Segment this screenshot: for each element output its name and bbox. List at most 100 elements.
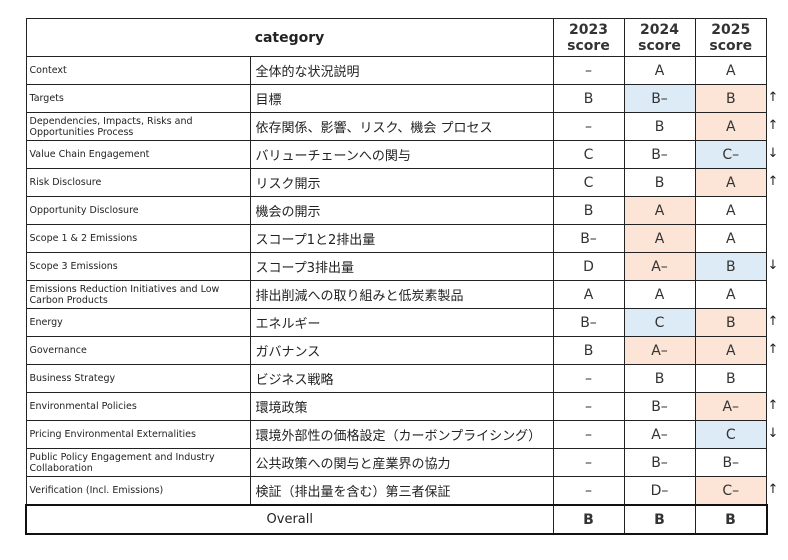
year-2024-header: 2024 score [623,18,696,57]
table-row: Business Strategy ビジネス戦略 – B B [25,364,767,393]
score-2023: C [552,140,625,169]
score-2023: – [552,420,625,449]
score-2025: B [694,308,767,337]
score-2025: A [694,336,767,365]
arrow-up-icon: ↑ [767,398,779,413]
score-2023: B– [552,308,625,337]
score-2025: C– [694,476,767,506]
score-2025: B [694,364,767,393]
score-2023: B [552,196,625,225]
score-2024: C [623,308,696,337]
arrow-down-icon: ↓ [767,258,779,273]
category-ja: 依存関係、影響、リスク、機会 プロセス [249,112,554,141]
score-2024: A [623,224,696,253]
score-2025: B [694,84,767,113]
arrow-down-icon: ↓ [767,146,779,161]
score-2024: B [623,112,696,141]
score-2024: B– [623,140,696,169]
score-2024: A [623,196,696,225]
score-2024: B– [623,448,696,477]
score-2024: B– [623,84,696,113]
category-en: Scope 1 & 2 Emissions [25,224,251,253]
arrow-up-icon: ↑ [767,482,779,497]
score-2024: A– [623,336,696,365]
table-row: Scope 3 Emissions スコープ3排出量 D A– B [25,252,767,281]
trend-arrows: ↑ ↑ ↓ ↑ ↓ ↑ ↑ ↑ ↓ ↑ [766,56,780,504]
trend-empty [766,196,780,224]
table-row: Risk Disclosure リスク開示 C B A [25,168,767,197]
category-en: Value Chain Engagement [25,140,251,169]
category-en: Emissions Reduction Initiatives and Low … [25,280,251,309]
table-row: Emissions Reduction Initiatives and Low … [25,280,767,309]
table-row: Targets 目標 B B– B [25,84,767,113]
score-2024: A [623,280,696,309]
score-2025: A [694,196,767,225]
category-ja: バリューチェーンへの関与 [249,140,554,169]
table-row: Dependencies, Impacts, Risks and Opportu… [25,112,767,141]
score-2024: B [623,364,696,393]
table-row: Scope 1 & 2 Emissions スコープ1と2排出量 B– A A [25,224,767,253]
overall-2024: B [623,504,696,535]
overall-label: Overall [25,504,554,535]
category-en: Public Policy Engagement and Industry Co… [25,448,251,477]
header-row: category 2023 score 2024 score 2025 scor… [25,18,767,57]
category-en: Dependencies, Impacts, Risks and Opportu… [25,112,251,141]
year-2025-header: 2025 score [694,18,767,57]
table-row: Verification (Incl. Emissions) 検証（排出量を含む… [25,476,767,506]
category-ja: 排出削減への取り組みと低炭素製品 [249,280,554,309]
score-2025: B [694,252,767,281]
category-ja: ビジネス戦略 [249,364,554,393]
category-ja: 検証（排出量を含む）第三者保証 [249,476,554,506]
score-2025: A– [694,392,767,421]
table-row: Opportunity Disclosure 機会の開示 B A A [25,196,767,225]
category-en: Pricing Environmental Externalities [25,420,251,449]
trend-empty [766,364,780,392]
category-en: Verification (Incl. Emissions) [25,476,251,506]
table-row: Value Chain Engagement バリューチェーンへの関与 C B– C– [25,140,767,169]
category-header: category [25,18,554,57]
arrow-up-icon: ↑ [767,118,779,133]
table-row: Pricing Environmental Externalities 環境外部… [25,420,767,449]
arrow-down-icon: ↓ [767,426,779,441]
category-ja: スコープ3排出量 [249,252,554,281]
table-row: Public Policy Engagement and Industry Co… [25,448,767,477]
score-2025: C [694,420,767,449]
category-ja: 公共政策への関与と産業界の協力 [249,448,554,477]
category-ja: リスク開示 [249,168,554,197]
overall-row: Overall B B B [25,504,768,535]
score-2023: B [552,336,625,365]
score-2025: A [694,56,767,85]
table-row: Governance ガバナンス B A– A [25,336,767,365]
arrow-up-icon: ↑ [767,90,779,105]
score-2023: B [552,84,625,113]
score-table: category 2023 score 2024 score 2025 scor… [25,18,768,535]
table-row: Context 全体的な状況説明 – A A [25,56,767,85]
category-ja: 目標 [249,84,554,113]
score-2024: A [623,56,696,85]
score-2025: A [694,112,767,141]
score-2024: B– [623,392,696,421]
category-en: Risk Disclosure [25,168,251,197]
score-2023: – [552,448,625,477]
category-ja: 環境外部性の価格設定（カーボンプライシング） [249,420,554,449]
score-2025: A [694,168,767,197]
score-2024: A– [623,252,696,281]
score-2024: B [623,168,696,197]
category-ja: ガバナンス [249,336,554,365]
score-2023: – [552,364,625,393]
category-en: Energy [25,308,251,337]
score-2025: B– [694,448,767,477]
trend-empty [766,56,780,84]
score-2023: – [552,392,625,421]
score-2023: C [552,168,625,197]
score-2023: B– [552,224,625,253]
overall-2023: B [552,504,625,535]
category-en: Environmental Policies [25,392,251,421]
score-2023: A [552,280,625,309]
year-2023-header: 2023 score [552,18,625,57]
score-2023: D [552,252,625,281]
table-body: Context 全体的な状況説明 – A A Targets 目標 B B– B Depende… [25,56,767,506]
score-2023: – [552,112,625,141]
category-en: Scope 3 Emissions [25,252,251,281]
arrow-up-icon: ↑ [767,174,779,189]
